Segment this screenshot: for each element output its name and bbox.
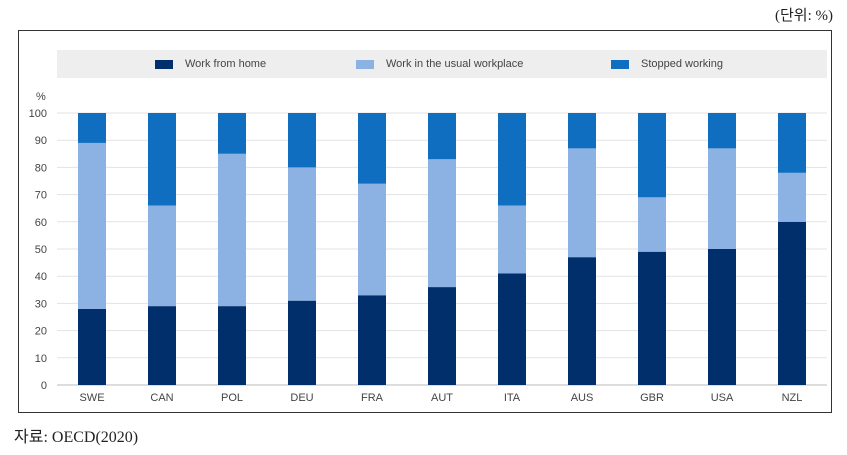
x-tick-label-aut: AUT (431, 392, 453, 404)
bars (78, 113, 806, 385)
x-tick-label-ita: ITA (504, 392, 521, 404)
x-tick-label-can: CAN (150, 392, 173, 404)
y-axis-label: % (36, 91, 46, 103)
bar-nzl-series-1 (778, 172, 806, 222)
x-tick-label-usa: USA (711, 392, 734, 404)
x-tick-label-gbr: GBR (640, 392, 664, 404)
x-tick-label-deu: DEU (290, 392, 313, 404)
y-tick-label-90: 90 (35, 135, 47, 147)
bar-ita-series-0 (498, 273, 526, 385)
bar-aus-series-2 (568, 113, 596, 149)
x-tick-label-nzl: NZL (782, 392, 803, 404)
bar-aut-series-2 (428, 113, 456, 160)
x-ticks: SWE CAN POL DEU FRA AUT ITA AUS GBR USA NZL (79, 392, 802, 404)
bar-ita-series-1 (498, 205, 526, 274)
y-tick-label-100: 100 (29, 108, 47, 120)
bar-aut-series-1 (428, 159, 456, 288)
bar-pol-series-1 (218, 153, 246, 307)
legend-band (57, 50, 827, 78)
bar-deu-series-1 (288, 167, 316, 301)
bar-deu-series-0 (288, 300, 316, 385)
bar-usa-series-1 (708, 148, 736, 249)
bar-usa-series-2 (708, 113, 736, 149)
bar-can-series-2 (148, 113, 176, 206)
legend-swatch-usual-workplace (356, 59, 374, 69)
bar-swe-series-1 (78, 142, 106, 309)
bar-swe-series-0 (78, 308, 106, 385)
bar-aus-series-0 (568, 257, 596, 385)
y-tick-label-20: 20 (35, 326, 47, 338)
bar-usa-series-0 (708, 249, 736, 385)
bar-swe-series-2 (78, 113, 106, 143)
x-tick-label-aus: AUS (571, 392, 594, 404)
y-tick-label-60: 60 (35, 217, 47, 229)
x-tick-label-swe: SWE (79, 392, 104, 404)
y-ticks: 0 10 20 30 40 50 60 70 80 90 100 (29, 108, 47, 392)
y-tick-label-0: 0 (41, 380, 47, 392)
legend-label-work-from-home: Work from home (185, 58, 267, 70)
bar-fra-series-2 (358, 113, 386, 184)
bar-gbr-series-0 (638, 251, 666, 385)
x-tick-label-fra: FRA (361, 392, 384, 404)
bar-nzl-series-2 (778, 113, 806, 173)
bar-gbr-series-1 (638, 197, 666, 252)
bar-ita-series-2 (498, 113, 526, 206)
bar-gbr-series-2 (638, 113, 666, 198)
legend-item-stopped-working: Stopped working (611, 50, 723, 78)
bar-deu-series-2 (288, 113, 316, 168)
legend-label-usual-workplace: Work in the usual workplace (386, 58, 524, 70)
bar-can-series-1 (148, 205, 176, 307)
y-tick-label-40: 40 (35, 271, 47, 283)
bar-fra-series-0 (358, 295, 386, 385)
y-tick-label-80: 80 (35, 162, 47, 174)
bar-pol-series-0 (218, 306, 246, 385)
y-tick-label-70: 70 (35, 190, 47, 202)
bar-can-series-0 (148, 306, 176, 385)
legend-swatch-work-from-home (155, 59, 173, 69)
unit-note: (단위: %) (774, 8, 833, 24)
legend-item-work-from-home: Work from home (155, 50, 266, 78)
x-tick-label-pol: POL (221, 392, 243, 404)
y-tick-label-10: 10 (35, 353, 47, 365)
bar-fra-series-1 (358, 183, 386, 296)
y-tick-label-30: 30 (35, 298, 47, 310)
bar-aus-series-1 (568, 148, 596, 258)
legend-swatch-stopped-working (611, 59, 629, 69)
legend-item-usual-workplace: Work in the usual workplace (356, 50, 523, 78)
bar-aut-series-0 (428, 287, 456, 385)
bar-pol-series-2 (218, 113, 246, 154)
legend-label-stopped-working: Stopped working (641, 58, 723, 70)
bar-nzl-series-0 (778, 221, 806, 385)
y-tick-label-50: 50 (35, 244, 47, 256)
source-note: 자료: OECD(2020) (14, 429, 139, 446)
